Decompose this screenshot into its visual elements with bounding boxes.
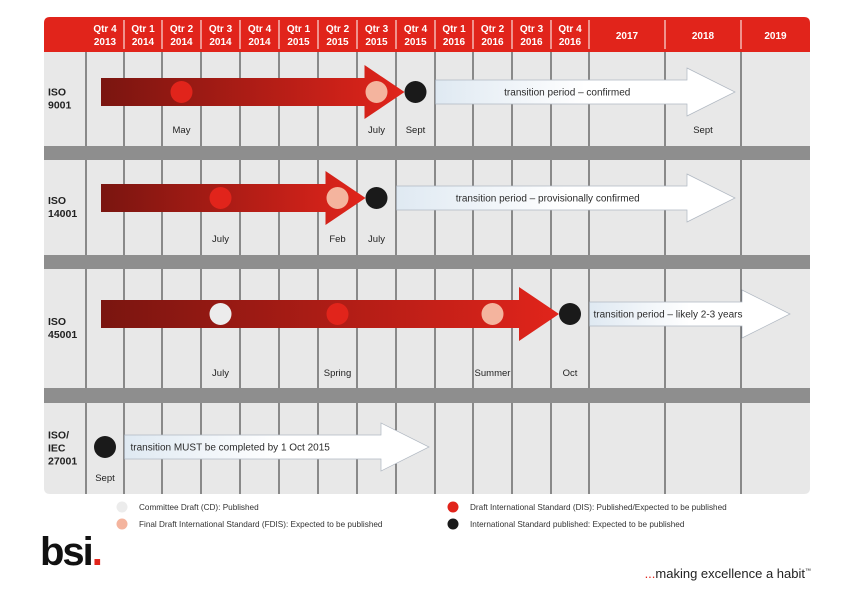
milestone-label: Spring	[324, 368, 351, 379]
row-background	[44, 403, 810, 494]
legend-label: Committee Draft (CD): Published	[139, 503, 259, 512]
row-label: IEC	[48, 443, 66, 455]
row-label: 14001	[48, 208, 77, 220]
milestone-dis-dot	[326, 303, 349, 325]
milestone-fdis-dot	[326, 187, 349, 209]
header-year: 2014	[248, 37, 271, 48]
header-year: 2016	[443, 37, 466, 48]
legend-label: International Standard published: Expect…	[470, 520, 685, 529]
legend-cd-dot	[116, 501, 128, 513]
milestone-label: July	[368, 234, 385, 245]
milestone-label: Sept	[95, 473, 115, 484]
milestone-cd-dot	[209, 303, 232, 325]
header-quarter: Qtr 3	[365, 24, 389, 35]
milestone-dis-dot	[170, 81, 193, 103]
header-quarter: Qtr 1	[131, 24, 155, 35]
row-label: 45001	[48, 329, 77, 341]
milestone-label: July	[212, 368, 229, 379]
header-year: 2015	[326, 37, 349, 48]
header-quarter: Qtr 4	[404, 24, 428, 35]
row-label: 9001	[48, 100, 72, 112]
header-year: 2017	[616, 31, 639, 42]
tagline-text: making excellence a habit	[655, 566, 805, 581]
transition-label: transition MUST be completed by 1 Oct 20…	[131, 443, 331, 454]
header-bar	[44, 17, 810, 52]
header-year: 2015	[287, 37, 310, 48]
header-year: 2018	[692, 31, 715, 42]
milestone-is-dot	[404, 81, 427, 103]
header-year: 2014	[209, 37, 232, 48]
logo-dot: .	[91, 530, 103, 574]
row-label: 27001	[48, 456, 77, 468]
header-year: 2014	[170, 37, 193, 48]
logo-text: bsi	[40, 530, 94, 574]
bsi-logo: bsi.	[40, 530, 103, 574]
header-year: 2016	[520, 37, 543, 48]
milestone-label: Summer	[475, 368, 511, 379]
header-year: 2019	[764, 31, 787, 42]
header-year: 2015	[404, 37, 427, 48]
legend-is-dot	[447, 518, 459, 530]
row-label: ISO/	[48, 430, 69, 442]
tagline: ...making excellence a habit™	[645, 566, 811, 581]
milestone-is-dot	[559, 303, 581, 325]
transition-arrow	[396, 173, 736, 223]
transition-end-label: Sept	[693, 125, 713, 136]
row-label: ISO	[48, 87, 66, 99]
row-label: ISO	[48, 195, 66, 207]
tagline-ellipsis: ...	[644, 566, 656, 581]
row-background	[44, 269, 810, 388]
transition-arrow	[435, 67, 736, 117]
row-separator	[44, 388, 810, 403]
transition-label: transition period – likely 2-3 years	[594, 310, 743, 321]
row-separator	[44, 255, 810, 269]
milestone-label: Feb	[329, 234, 345, 245]
milestone-fdis-dot	[365, 81, 388, 103]
legend-dis-dot	[447, 501, 459, 513]
milestone-is-dot	[94, 436, 116, 458]
header-year: 2016	[559, 37, 582, 48]
row-separator	[44, 146, 810, 160]
milestone-dis-dot	[209, 187, 232, 209]
transition-arrow	[589, 289, 791, 339]
tagline-tm: ™	[805, 568, 811, 575]
milestone-label: July	[212, 234, 229, 245]
transition-arrow	[124, 422, 430, 472]
header-quarter: Qtr 4	[248, 24, 272, 35]
milestone-label: May	[173, 125, 191, 136]
milestone-label: Sept	[406, 125, 426, 136]
header-quarter: Qtr 1	[287, 24, 311, 35]
header-quarter: Qtr 4	[93, 24, 117, 35]
header-year: 2014	[132, 37, 155, 48]
development-arrow	[101, 65, 405, 119]
legend-fdis-dot	[116, 518, 128, 530]
header-year: 2013	[94, 37, 117, 48]
header-quarter: Qtr 2	[170, 24, 194, 35]
milestone-label: July	[368, 125, 385, 136]
milestone-label: Oct	[563, 368, 578, 379]
header-year: 2015	[365, 37, 388, 48]
legend-label: Final Draft International Standard (FDIS…	[139, 520, 383, 529]
header-quarter: Qtr 4	[558, 24, 582, 35]
header-quarter: Qtr 2	[481, 24, 505, 35]
header-year: 2016	[481, 37, 504, 48]
header-quarter: Qtr 3	[520, 24, 544, 35]
transition-label: transition period – provisionally confir…	[456, 194, 640, 205]
legend-label: Draft International Standard (DIS): Publ…	[470, 503, 727, 512]
milestone-fdis-dot	[481, 303, 504, 325]
transition-label: transition period – confirmed	[504, 88, 630, 99]
milestone-is-dot	[365, 187, 388, 209]
header-quarter: Qtr 1	[442, 24, 466, 35]
development-arrow	[101, 171, 366, 225]
header-quarter: Qtr 3	[209, 24, 233, 35]
header-quarter: Qtr 2	[326, 24, 350, 35]
row-label: ISO	[48, 316, 66, 328]
